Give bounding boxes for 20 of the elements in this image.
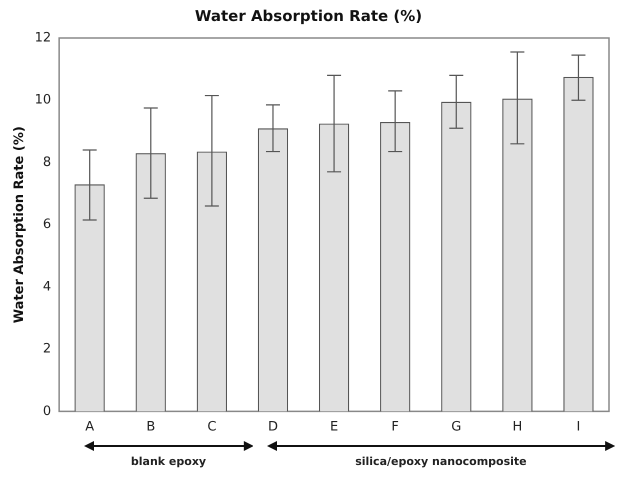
x-tick-label: E <box>330 420 338 435</box>
x-tick-label: G <box>451 420 462 435</box>
text: silica/epoxy nanocomposite <box>354 455 528 468</box>
x-tick-label: B <box>146 420 156 435</box>
y-tick-label: 0 <box>42 404 52 419</box>
x-tick-label: D <box>268 420 278 435</box>
chart-title: Water Absorption Rate (%) <box>194 6 422 25</box>
text: blank epoxy <box>130 455 208 468</box>
y-tick-label: 2 <box>42 342 52 357</box>
x-tick-label: H <box>512 420 522 435</box>
y-tick-label: 8 <box>42 154 52 170</box>
y-tick-label: 10 <box>34 92 52 108</box>
x-tick-label: C <box>207 420 216 435</box>
y-tick-label: 4 <box>42 279 52 294</box>
y-axis-title: Water Absorption Rate (%) <box>12 126 28 324</box>
x-tick-label: F <box>391 420 399 435</box>
y-tick-label: 6 <box>42 217 52 232</box>
x-tick-label: I <box>576 420 580 435</box>
x-tick-label: A <box>85 420 94 435</box>
y-tick-label: 12 <box>34 30 52 46</box>
